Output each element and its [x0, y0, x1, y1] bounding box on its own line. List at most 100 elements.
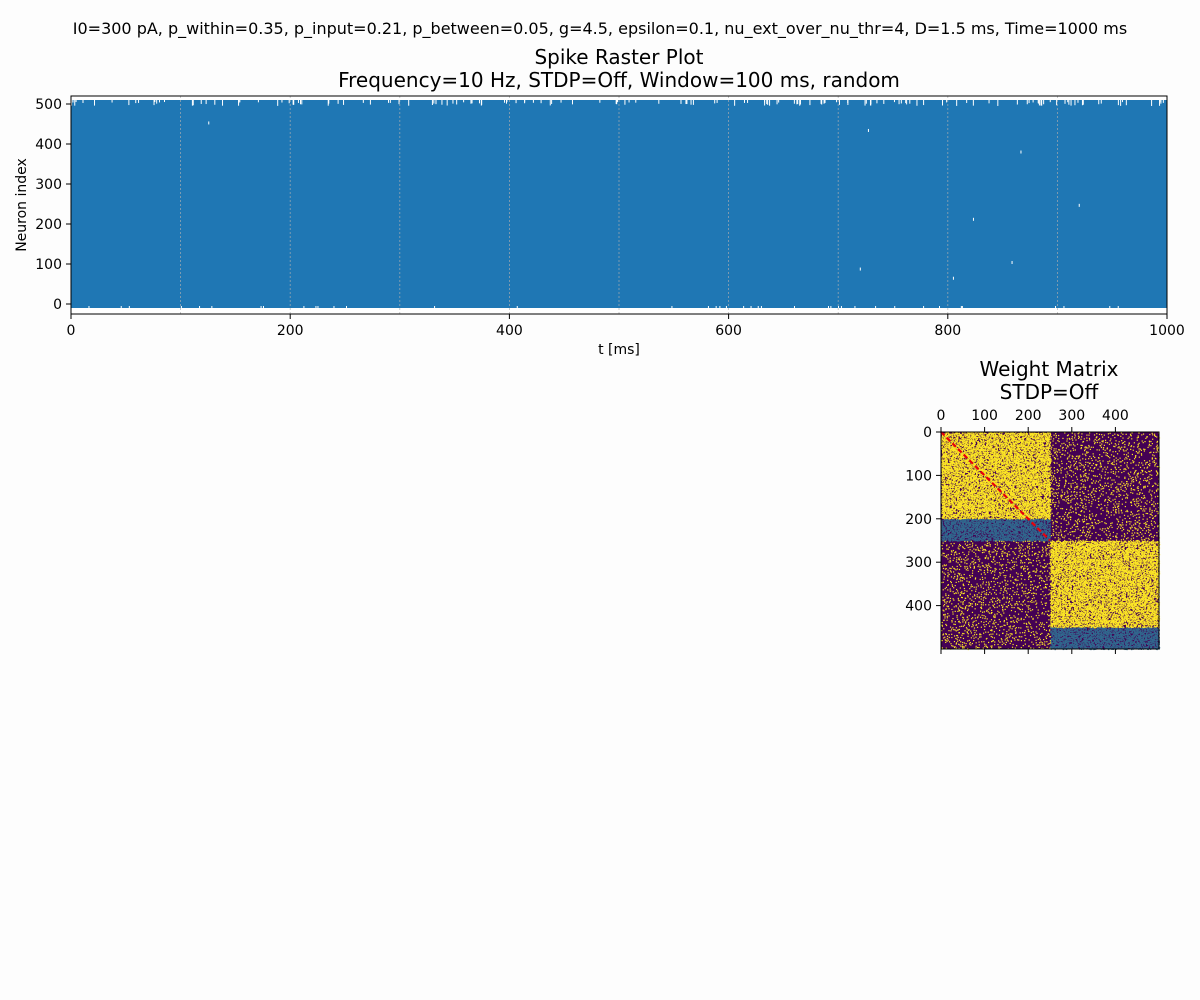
raster-y-label: Neuron index: [14, 158, 30, 252]
raster-gap: [828, 306, 829, 308]
matrix-cell: [1047, 444, 1048, 445]
raster-gap: [1079, 204, 1080, 207]
matrix-cell: [989, 435, 990, 436]
matrix-cell: [976, 437, 977, 438]
matrix-cell: [1022, 435, 1023, 436]
raster-gap: [516, 100, 517, 103]
matrix-cell: [984, 436, 985, 437]
matrix-cell: [967, 444, 968, 445]
raster-gap: [1160, 100, 1161, 102]
raster-gap: [333, 306, 334, 308]
raster-gap: [388, 100, 389, 103]
matrix-cell: [978, 437, 979, 438]
raster-gap: [524, 100, 525, 102]
raster-gap: [128, 100, 129, 105]
raster-y-tick-label: 400: [35, 137, 62, 153]
raster-gap: [303, 306, 304, 308]
matrix-cell: [974, 441, 975, 442]
matrix-cell: [941, 441, 942, 442]
raster-gap: [1055, 306, 1056, 308]
matrix-cell: [1024, 434, 1025, 435]
matrix-cell: [1041, 439, 1042, 440]
raster-gap: [825, 100, 826, 103]
matrix-cell: [1025, 443, 1026, 444]
raster-gap: [961, 306, 962, 308]
raster-x-tick-label: 1000: [1149, 323, 1185, 339]
matrix-cell: [977, 435, 978, 436]
raster-x-tick-label: 800: [934, 323, 961, 339]
raster-gap: [876, 100, 877, 103]
matrix-cell: [981, 435, 982, 436]
figure-suptitle: I0=300 pA, p_within=0.35, p_input=0.21, …: [73, 19, 1127, 39]
matrix-cell: [948, 433, 949, 434]
matrix-cell: [1029, 444, 1030, 445]
matrix-cell: [968, 437, 969, 438]
matrix-cell: [992, 443, 993, 444]
raster-gap: [541, 100, 542, 103]
matrix-cell: [1037, 438, 1038, 439]
matrix-cell: [941, 439, 942, 440]
raster-gap: [747, 100, 748, 103]
raster-gap: [836, 100, 837, 102]
raster-gap: [390, 100, 391, 103]
raster-gap: [94, 100, 95, 106]
matrix-cell: [1044, 441, 1045, 442]
matrix-cell: [978, 432, 979, 433]
raster-gap: [481, 100, 482, 106]
matrix-cell: [968, 433, 969, 434]
raster-gap: [447, 100, 448, 106]
matrix-cell: [996, 442, 997, 443]
matrix-cell: [965, 434, 966, 435]
matrix-cell: [973, 433, 974, 434]
matrix-cell: [974, 437, 975, 438]
matrix-cell: [1012, 434, 1013, 435]
matrix-cell: [1035, 433, 1036, 434]
raster-gap: [263, 306, 264, 308]
raster-x-tick-label: 0: [67, 323, 76, 339]
matrix-cell: [966, 435, 967, 436]
matrix-cell: [954, 434, 955, 435]
raster-gap: [923, 100, 924, 105]
raster-gap: [997, 100, 998, 106]
matrix-cell: [1027, 434, 1028, 435]
matrix-cell: [945, 442, 946, 443]
raster-gap: [1118, 100, 1119, 105]
matrix-cell: [990, 437, 991, 438]
matrix-cell: [1001, 434, 1002, 435]
matrix-cell: [1018, 433, 1019, 434]
matrix-cell: [1010, 443, 1011, 444]
matrix-cell: [995, 444, 996, 445]
raster-gap: [317, 306, 318, 308]
raster-gap: [800, 100, 801, 105]
matrix-cell: [1040, 444, 1041, 445]
matrix-cell: [1023, 433, 1024, 434]
matrix-cell: [983, 433, 984, 434]
raster-gap: [865, 100, 866, 106]
matrix-cell: [1001, 443, 1002, 444]
matrix-cell: [1048, 441, 1049, 442]
matrix-cell: [995, 443, 996, 444]
matrix-cell: [1020, 439, 1021, 440]
raster-gap: [550, 100, 551, 105]
matrix-cell: [957, 437, 958, 438]
matrix-cell: [956, 434, 957, 435]
matrix-cell: [992, 436, 993, 437]
raster-gap: [1012, 261, 1013, 264]
matrix-cell: [953, 436, 954, 437]
matrix-cell: [1007, 444, 1008, 445]
matrix-cell: [963, 436, 964, 437]
matrix-cell: [1049, 436, 1050, 437]
raster-gap: [719, 306, 720, 308]
matrix-cell: [1043, 439, 1044, 440]
raster-gap: [767, 100, 768, 105]
raster-gap: [1067, 100, 1068, 102]
matrix-cell: [987, 441, 988, 442]
matrix-cell: [962, 433, 963, 434]
raster-gap: [434, 306, 435, 308]
raster-gap: [830, 306, 831, 308]
matrix-cell: [1014, 436, 1015, 437]
raster-gap: [432, 100, 433, 105]
matrix-cell: [966, 441, 967, 442]
raster-gap: [1163, 100, 1164, 103]
weight-matrix-image: [941, 432, 1160, 650]
